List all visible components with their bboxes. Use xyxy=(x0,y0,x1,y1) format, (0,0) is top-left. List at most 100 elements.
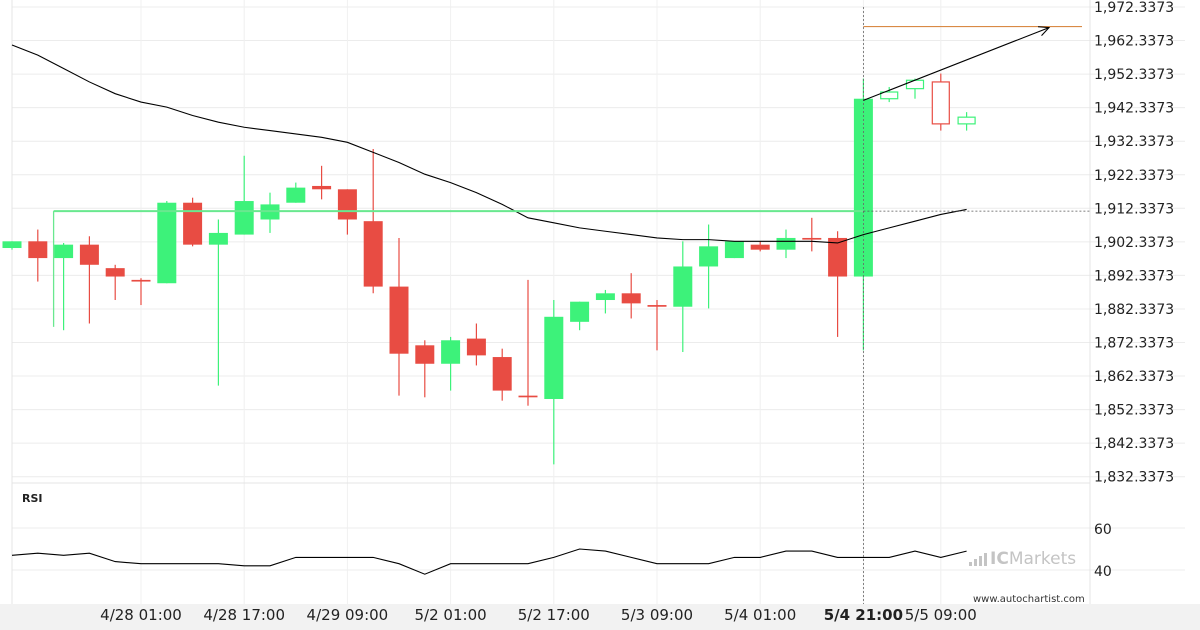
watermark-markets: Markets xyxy=(1009,549,1076,569)
x-tick-label: 5/2 17:00 xyxy=(518,606,590,624)
candle-body xyxy=(621,293,641,304)
candle-body xyxy=(595,293,615,301)
x-tick-label: 5/4 21:00 xyxy=(824,606,903,624)
candle xyxy=(957,112,976,131)
y-tick-label: 1,922.3373 xyxy=(1094,168,1174,184)
x-tick-label: 5/2 01:00 xyxy=(415,606,487,624)
candle-body xyxy=(905,79,925,90)
x-tick-label: 4/28 17:00 xyxy=(203,606,285,624)
candle-body xyxy=(802,237,822,240)
candle xyxy=(28,229,48,282)
candle-body xyxy=(105,268,125,277)
candle-body xyxy=(208,232,228,245)
projection-arrow-line xyxy=(863,27,1050,101)
candle-body xyxy=(492,357,512,391)
candle-body xyxy=(724,241,744,259)
y-tick-label: 1,952.3373 xyxy=(1094,67,1174,83)
candle xyxy=(802,217,822,252)
candle xyxy=(466,323,486,366)
x-tick-label: 4/29 09:00 xyxy=(307,606,389,624)
y-tick-label: 1,912.3373 xyxy=(1094,201,1174,217)
candle-body xyxy=(2,241,22,249)
y-tick-label: 1,872.3373 xyxy=(1094,336,1174,352)
y-tick-label: 1,932.3373 xyxy=(1094,134,1174,150)
x-axis: 4/28 01:00 4/28 17:00 4/29 09:00 5/2 01:00 5… xyxy=(100,606,977,624)
icmarkets-watermark: ICMarkets www.autochartist.com xyxy=(969,549,1085,605)
candles xyxy=(2,73,976,465)
candle-body xyxy=(28,241,48,259)
x-tick-label: 5/3 09:00 xyxy=(621,606,693,624)
y-tick-label: 1,832.3373 xyxy=(1094,470,1174,486)
candle xyxy=(699,224,719,309)
candle xyxy=(647,300,667,351)
candle xyxy=(2,241,22,250)
icmarkets-logo-icon xyxy=(969,553,987,566)
candle xyxy=(79,236,99,324)
y-tick-label: 1,892.3373 xyxy=(1094,268,1174,284)
candle xyxy=(183,197,203,247)
candle-body xyxy=(363,221,383,287)
source-url: www.autochartist.com xyxy=(973,594,1085,605)
candle-body xyxy=(337,189,357,220)
candle-body xyxy=(957,116,976,125)
candle xyxy=(595,289,615,314)
candle xyxy=(363,149,383,294)
candle xyxy=(518,279,538,406)
candle-body xyxy=(647,305,667,307)
candle-body xyxy=(312,185,332,190)
candle-body xyxy=(441,340,461,364)
watermark-ic: IC xyxy=(990,549,1009,569)
projection-arrow-head xyxy=(1037,26,1051,37)
x-axis-band xyxy=(0,604,1200,630)
candle xyxy=(208,219,228,386)
candle xyxy=(286,182,306,203)
candle xyxy=(776,229,796,259)
candle-body xyxy=(518,395,538,398)
candle-body xyxy=(750,244,770,250)
candle xyxy=(415,340,435,398)
candle xyxy=(570,301,590,331)
candle-body xyxy=(54,244,74,259)
rsi-tick-label: 40 xyxy=(1094,564,1112,580)
candle xyxy=(54,242,74,331)
candle xyxy=(750,241,770,252)
candle xyxy=(931,73,950,131)
candle xyxy=(880,86,899,103)
y-tick-label: 1,882.3373 xyxy=(1094,302,1174,318)
candle-body xyxy=(931,81,950,125)
x-tick-label: 4/28 01:00 xyxy=(100,606,182,624)
candle-body xyxy=(234,201,254,235)
y-axis: 1,972.3373 1,962.3373 1,952.3373 1,942.3373… xyxy=(1094,0,1174,580)
y-tick-label: 1,962.3373 xyxy=(1094,34,1174,50)
y-tick-label: 1,842.3373 xyxy=(1094,436,1174,452)
candle xyxy=(157,201,177,284)
candle xyxy=(131,278,151,306)
candle-body xyxy=(286,187,306,203)
candle-body xyxy=(673,266,693,307)
candle-body xyxy=(699,246,719,267)
y-tick-label: 1,852.3373 xyxy=(1094,403,1174,419)
candle xyxy=(724,241,744,259)
candle xyxy=(105,264,125,301)
candle-body xyxy=(79,244,99,265)
candle xyxy=(389,237,409,396)
candle-body xyxy=(880,91,899,100)
candle xyxy=(441,336,461,391)
x-tick-label: 5/5 09:00 xyxy=(905,606,977,624)
rsi-panel: RSI xyxy=(11,492,967,575)
candle-body xyxy=(828,237,848,277)
overlays xyxy=(11,7,1090,604)
candle-body xyxy=(776,237,796,250)
candle xyxy=(544,300,564,465)
candle-body xyxy=(570,301,590,322)
candle-body xyxy=(183,202,203,245)
rsi-label: RSI xyxy=(22,492,43,505)
candle-body xyxy=(544,316,564,399)
x-tick-label: 5/4 01:00 xyxy=(724,606,796,624)
candle-body xyxy=(389,286,409,354)
candle-body xyxy=(415,345,435,364)
svg-text:ICMarkets: ICMarkets xyxy=(990,549,1076,569)
candle-body xyxy=(131,279,151,282)
